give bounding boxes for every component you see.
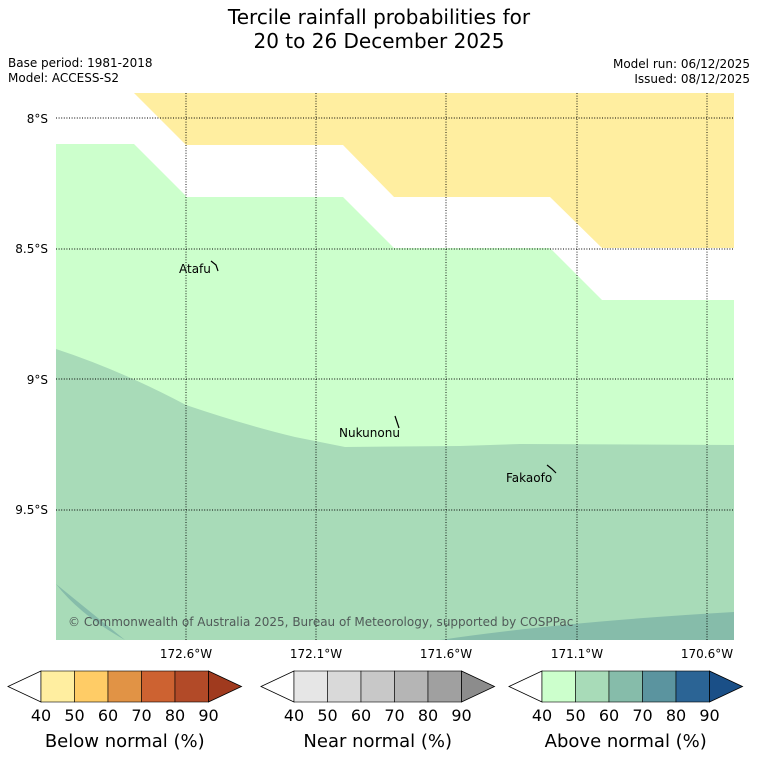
above-normal-swatch-70 bbox=[642, 670, 677, 703]
below-normal-tick-90: 90 bbox=[198, 706, 218, 725]
below-normal-tick-70: 70 bbox=[131, 706, 151, 725]
near-normal-swatch-70 bbox=[394, 670, 429, 703]
below-normal-swatch-50 bbox=[74, 670, 109, 703]
title-line-2: 20 to 26 December 2025 bbox=[253, 29, 505, 53]
colorbar-near-normal: 40 50 60 70 80 90 Near normal (%) bbox=[260, 670, 496, 752]
near-normal-tick-80: 80 bbox=[418, 706, 438, 725]
place-label-nukunonu: Nukunonu bbox=[339, 426, 400, 440]
near-normal-swatch-50 bbox=[327, 670, 362, 703]
graticule bbox=[56, 93, 734, 640]
near-normal-extend-high bbox=[461, 670, 496, 703]
near-normal-swatch-60 bbox=[360, 670, 395, 703]
region-above-normal-60-70 bbox=[56, 584, 734, 640]
near-normal-tick-50: 50 bbox=[317, 706, 337, 725]
atoll-atafu-outline bbox=[210, 260, 219, 272]
below-normal-swatch-40 bbox=[40, 670, 75, 703]
info-left: Base period: 1981-2018 Model: ACCESS-S2 bbox=[8, 56, 153, 86]
longitude-labels: 172.6°W 172.1°W 171.6°W 171.1°W 170.6°W bbox=[160, 647, 733, 661]
below-normal-tick-40: 40 bbox=[31, 706, 51, 725]
above-normal-swatch-60 bbox=[608, 670, 643, 703]
near-normal-tick-70: 70 bbox=[384, 706, 404, 725]
below-normal-swatch-60 bbox=[107, 670, 142, 703]
place-label-atafu: Atafu bbox=[179, 262, 211, 276]
map-title: Tercile rainfall probabilities for 20 to… bbox=[0, 5, 758, 53]
above-normal-extend-low bbox=[508, 670, 543, 703]
above-normal-tick-80: 80 bbox=[666, 706, 686, 725]
below-normal-extend-high bbox=[208, 670, 243, 703]
below-normal-swatch-80 bbox=[174, 670, 209, 703]
region-above-normal-50-60 bbox=[56, 349, 734, 640]
colorbar-above-normal: 40 50 60 70 80 90 Above normal (%) bbox=[508, 670, 744, 752]
above-normal-tick-90: 90 bbox=[699, 706, 719, 725]
above-normal-tick-40: 40 bbox=[532, 706, 552, 725]
title-line-1: Tercile rainfall probabilities for bbox=[227, 5, 531, 29]
model-name: Model: ACCESS-S2 bbox=[8, 71, 120, 85]
above-normal-tick-70: 70 bbox=[632, 706, 652, 725]
above-normal-tick-50: 50 bbox=[565, 706, 585, 725]
near-normal-swatch-40 bbox=[293, 670, 328, 703]
below-normal-tick-80: 80 bbox=[165, 706, 185, 725]
map-plot-area: Atafu Nukunonu Fakaofo © Commonwealth of… bbox=[56, 93, 734, 640]
lat-label-9-5: 9.5°S bbox=[15, 503, 48, 517]
below-normal-title: Below normal (%) bbox=[45, 731, 205, 752]
place-label-fakaofo: Fakaofo bbox=[506, 471, 552, 485]
below-normal-tick-60: 60 bbox=[98, 706, 118, 725]
region-below-normal-40-50 bbox=[134, 93, 734, 248]
atoll-nukunonu-outline bbox=[394, 415, 400, 429]
near-normal-swatch-80 bbox=[427, 670, 462, 703]
lon-label-172-6: 172.6°W bbox=[160, 647, 212, 661]
near-normal-tick-60: 60 bbox=[351, 706, 371, 725]
lon-label-171-1: 171.1°W bbox=[551, 647, 603, 661]
below-normal-swatch-70 bbox=[141, 670, 176, 703]
latitude-labels: 8°S 8.5°S 9°S 9.5°S bbox=[15, 112, 48, 517]
lon-label-170-6: 170.6°W bbox=[681, 647, 733, 661]
lon-label-172-1: 172.1°W bbox=[290, 647, 342, 661]
above-normal-extend-high bbox=[709, 670, 744, 703]
above-normal-swatch-80 bbox=[675, 670, 710, 703]
colorbar-below-normal: 40 50 60 70 80 90 Below normal (%) bbox=[7, 670, 243, 752]
issued-date: Issued: 08/12/2025 bbox=[634, 72, 750, 86]
above-normal-swatch-50 bbox=[575, 670, 610, 703]
near-normal-extend-low bbox=[260, 670, 295, 703]
lat-label-8: 8°S bbox=[27, 112, 48, 126]
lat-label-8-5: 8.5°S bbox=[15, 242, 48, 256]
near-normal-tick-90: 90 bbox=[451, 706, 471, 725]
lon-label-171-6: 171.6°W bbox=[420, 647, 472, 661]
lat-label-9: 9°S bbox=[27, 373, 48, 387]
base-period: Base period: 1981-2018 bbox=[8, 56, 153, 70]
above-normal-swatch-40 bbox=[541, 670, 576, 703]
above-normal-tick-60: 60 bbox=[599, 706, 619, 725]
below-normal-tick-50: 50 bbox=[64, 706, 84, 725]
info-right: Model run: 06/12/2025 Issued: 08/12/2025 bbox=[613, 57, 750, 87]
near-normal-title: Near normal (%) bbox=[303, 731, 452, 752]
above-normal-title: Above normal (%) bbox=[545, 731, 707, 752]
near-normal-tick-40: 40 bbox=[284, 706, 304, 725]
copyright-notice: © Commonwealth of Australia 2025, Bureau… bbox=[68, 615, 573, 629]
atoll-fakaofo-outline bbox=[546, 464, 557, 474]
model-run: Model run: 06/12/2025 bbox=[612, 57, 750, 71]
below-normal-extend-low bbox=[7, 670, 42, 703]
